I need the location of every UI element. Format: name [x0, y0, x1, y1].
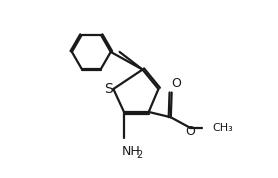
- Text: CH₃: CH₃: [212, 123, 233, 133]
- Text: NH: NH: [122, 145, 140, 158]
- Text: S: S: [104, 82, 113, 96]
- Text: 2: 2: [136, 150, 143, 160]
- Text: O: O: [171, 77, 181, 90]
- Text: O: O: [185, 125, 195, 138]
